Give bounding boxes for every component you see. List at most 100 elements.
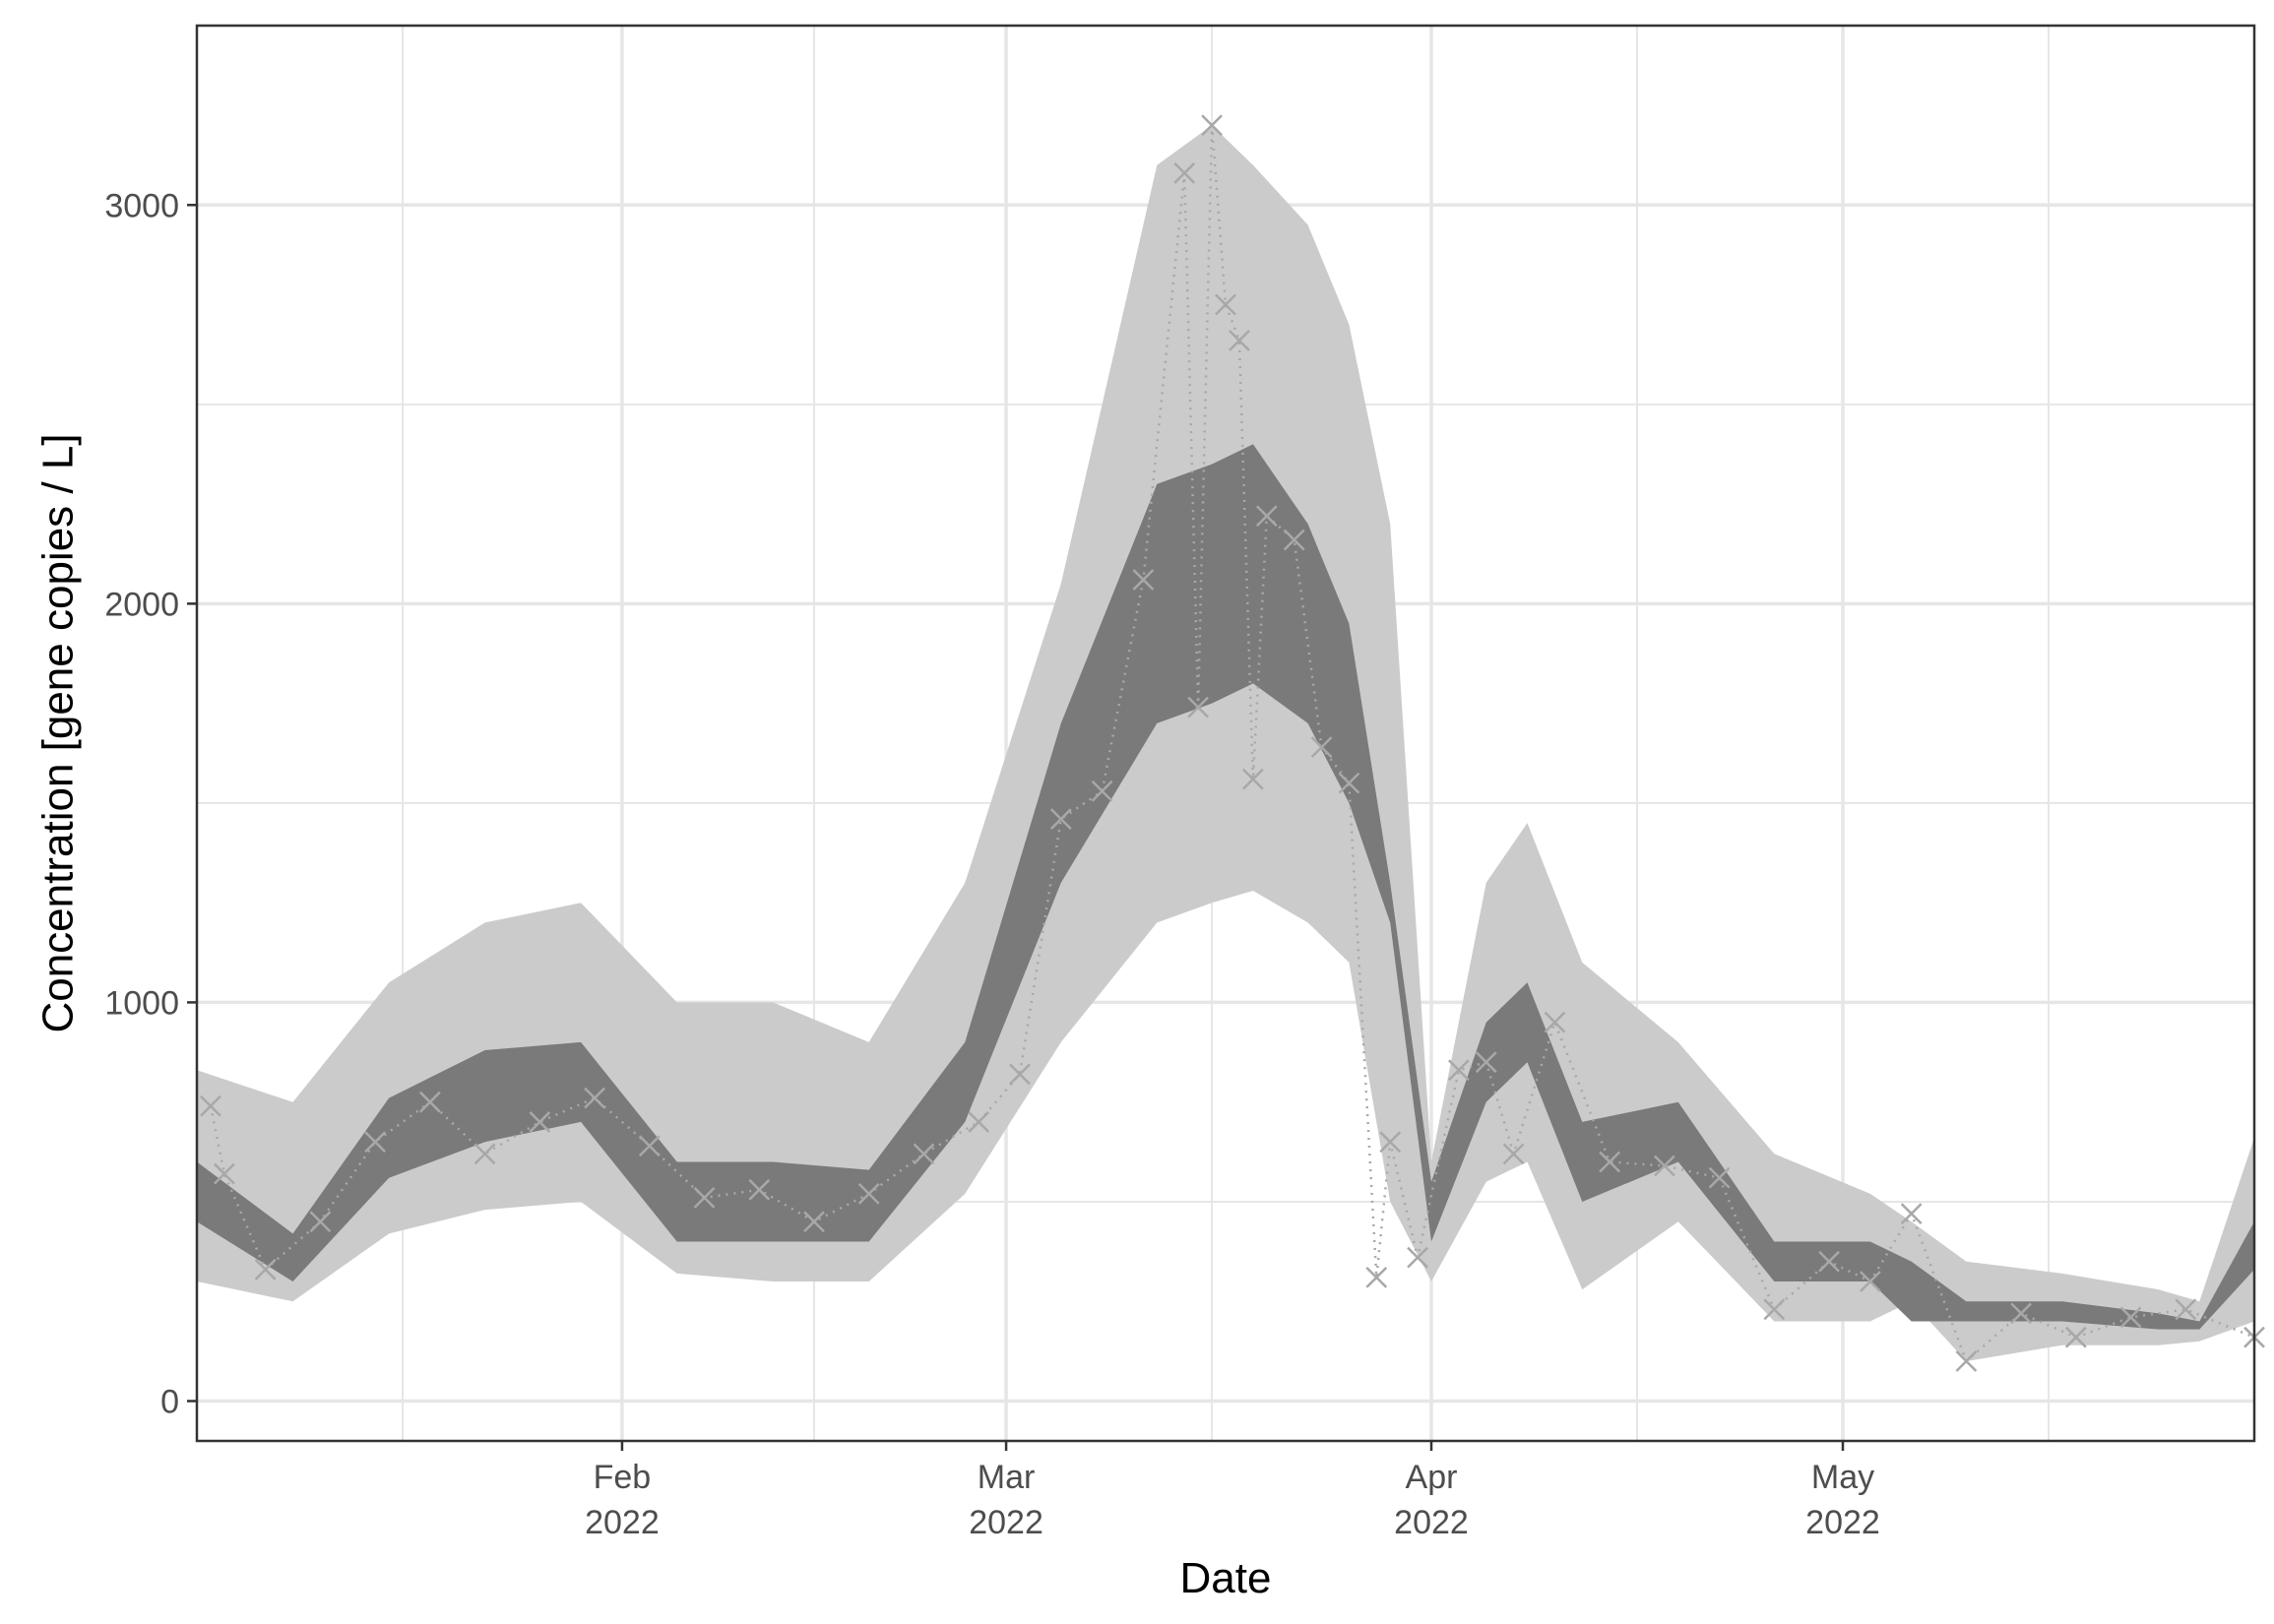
observation-point	[1599, 1151, 1621, 1173]
observation-cross-stroke	[2119, 1306, 2142, 1329]
observation-point	[693, 1187, 716, 1209]
observation-point	[584, 1087, 605, 1109]
observation-cross-stroke	[1818, 1250, 1840, 1273]
axis-layer: 0 1000 2000 3000 Feb 2022 Mar 2022 Apr 2022 May 202…	[104, 187, 1879, 1541]
observation-point	[857, 1182, 880, 1205]
observation-cross-stroke	[200, 1094, 221, 1117]
observation-point	[1283, 529, 1305, 551]
observation-cross-stroke	[1310, 736, 1333, 759]
observation-point	[913, 1143, 935, 1165]
observation-point	[1447, 1059, 1470, 1082]
observation-cross-stroke	[1447, 1059, 1470, 1082]
observation-point	[1900, 1203, 1923, 1224]
observation-point	[748, 1178, 771, 1201]
observation-cross-stroke	[309, 1211, 332, 1233]
observation-point	[1009, 1063, 1031, 1086]
observation-point	[1818, 1250, 1840, 1273]
observation-cross-stroke	[1241, 768, 1264, 790]
panel-border	[195, 24, 2256, 1443]
observation-cross-stroke	[213, 1162, 235, 1185]
observation-point	[418, 1091, 441, 1113]
x-tick-label-year: 2022	[1394, 1504, 1469, 1541]
observation-point	[1653, 1155, 1675, 1177]
observation-point	[1708, 1166, 1731, 1189]
y-tick-label: 0	[160, 1383, 179, 1420]
observation-cross-stroke	[364, 1131, 387, 1154]
observation-cross-stroke	[1708, 1166, 1731, 1189]
observation-cross-stroke	[1173, 161, 1196, 184]
observation-cross-stroke	[2010, 1302, 2033, 1325]
observation-point	[1173, 161, 1196, 184]
observation-point	[1310, 736, 1333, 759]
outer-interval-band	[197, 125, 2254, 1361]
observation-cross-stroke	[1187, 696, 1210, 718]
x-tick-label-year: 2022	[585, 1504, 660, 1541]
observation-point	[968, 1111, 990, 1133]
observation-point	[364, 1131, 387, 1154]
observation-point	[803, 1211, 825, 1233]
observation-cross-stroke	[857, 1182, 880, 1205]
observation-cross-stroke	[693, 1187, 716, 1209]
observation-cross-stroke	[1049, 808, 1072, 830]
observation-cross-stroke	[474, 1143, 496, 1165]
observation-point	[1255, 505, 1278, 528]
observation-cross-stroke	[1859, 1271, 1881, 1292]
observation-cross-stroke	[1201, 114, 1223, 137]
observation-point	[2010, 1302, 2033, 1325]
observation-point	[1859, 1271, 1881, 1292]
x-tick-label-month: Apr	[1406, 1459, 1458, 1496]
observation-point	[1241, 768, 1264, 790]
observation-cross-stroke	[968, 1111, 990, 1133]
x-tick-label-month: Feb	[594, 1459, 652, 1496]
observation-point	[1407, 1246, 1428, 1269]
observation-point	[638, 1135, 661, 1157]
observation-cross-stroke	[1255, 505, 1278, 528]
observation-point	[309, 1211, 332, 1233]
observation-point	[474, 1143, 496, 1165]
observation-cross-stroke	[529, 1111, 551, 1133]
observation-cross-stroke	[1338, 772, 1360, 794]
observation-cross-stroke	[1009, 1063, 1031, 1086]
observation-point	[213, 1162, 235, 1185]
observation-cross-stroke	[1653, 1155, 1675, 1177]
observation-point	[1229, 330, 1250, 351]
observation-point	[2119, 1306, 2142, 1329]
observation-point	[1215, 293, 1236, 316]
y-tick-label: 2000	[104, 586, 179, 623]
observation-point	[1544, 1011, 1566, 1033]
observation-point	[1763, 1298, 1786, 1321]
observation-cross-stroke	[418, 1091, 441, 1113]
observation-point	[1502, 1143, 1525, 1165]
observation-cross-stroke	[1229, 330, 1250, 351]
y-tick-label: 1000	[104, 984, 179, 1022]
x-axis-title: Date	[1180, 1554, 1272, 1602]
inner-interval-band	[197, 444, 2254, 1330]
observation-point	[1132, 569, 1155, 591]
y-tick-label: 3000	[104, 187, 179, 224]
observation-cross-stroke	[254, 1258, 277, 1280]
x-tick-label-year: 2022	[1805, 1504, 1880, 1541]
observation-cross-stroke	[2175, 1298, 2197, 1321]
observation-cross-stroke	[1132, 569, 1155, 591]
x-tick-label-month: Mar	[978, 1459, 1036, 1496]
observation-cross-stroke	[1407, 1246, 1428, 1269]
observation-cross-stroke	[748, 1178, 771, 1201]
observation-cross-stroke	[1955, 1350, 1978, 1372]
observation-point	[1201, 114, 1223, 137]
observation-cross-stroke	[1379, 1131, 1402, 1154]
observation-point	[1365, 1267, 1388, 1288]
x-tick-label-year: 2022	[969, 1504, 1043, 1541]
observation-cross-stroke	[1283, 529, 1305, 551]
observation-cross-stroke	[1215, 293, 1236, 316]
observation-cross-stroke	[1900, 1203, 1923, 1224]
observation-point	[1049, 808, 1072, 830]
observation-cross-stroke	[638, 1135, 661, 1157]
observation-point	[254, 1258, 277, 1280]
observation-point	[1475, 1051, 1497, 1074]
observation-point	[1955, 1350, 1978, 1372]
observation-cross-stroke	[803, 1211, 825, 1233]
observation-point	[1338, 772, 1360, 794]
observation-point	[2175, 1298, 2197, 1321]
y-axis-title: Concentration [gene copies / L]	[33, 433, 82, 1032]
